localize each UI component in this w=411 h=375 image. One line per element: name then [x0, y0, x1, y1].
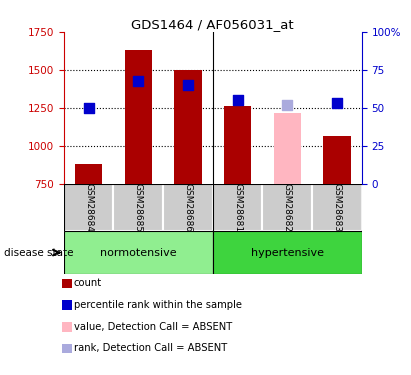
Point	[85, 105, 92, 111]
Point	[284, 102, 291, 108]
Text: GSM28686: GSM28686	[183, 183, 192, 232]
Text: value, Detection Call = ABSENT: value, Detection Call = ABSENT	[74, 322, 232, 332]
Bar	[113, 184, 163, 231]
Bar	[125, 50, 152, 184]
Text: percentile rank within the sample: percentile rank within the sample	[74, 300, 242, 310]
Bar	[312, 184, 362, 231]
Bar	[213, 231, 362, 274]
Text: count: count	[74, 278, 102, 288]
Text: GSM28684: GSM28684	[84, 183, 93, 232]
Text: normotensive: normotensive	[100, 248, 176, 258]
Bar	[64, 231, 213, 274]
Point	[185, 82, 191, 88]
Bar	[213, 184, 262, 231]
Bar	[64, 184, 113, 231]
Bar	[274, 113, 301, 184]
Point	[135, 78, 141, 84]
Text: hypertensive: hypertensive	[251, 248, 324, 258]
Bar	[262, 184, 312, 231]
Text: rank, Detection Call = ABSENT: rank, Detection Call = ABSENT	[74, 344, 227, 353]
Bar	[323, 136, 351, 184]
Text: GSM28685: GSM28685	[134, 183, 143, 232]
Point	[334, 100, 340, 106]
Text: GSM28682: GSM28682	[283, 183, 292, 232]
Bar	[224, 106, 251, 184]
Point	[234, 98, 241, 104]
Title: GDS1464 / AF056031_at: GDS1464 / AF056031_at	[132, 18, 294, 31]
Text: GSM28681: GSM28681	[233, 183, 242, 232]
Bar	[174, 70, 201, 184]
Text: disease state: disease state	[4, 248, 74, 258]
Text: GSM28683: GSM28683	[332, 183, 342, 232]
Bar	[163, 184, 213, 231]
Bar	[75, 165, 102, 184]
